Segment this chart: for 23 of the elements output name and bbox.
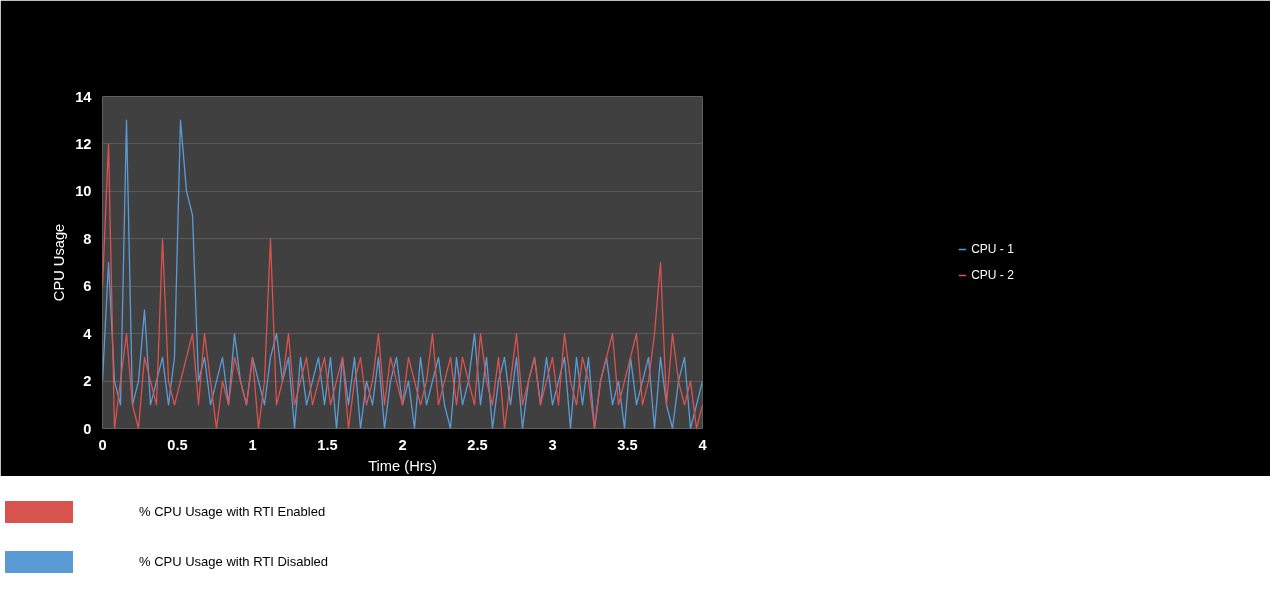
x-axis-title: Time (Hrs) xyxy=(368,457,437,474)
y-tick-label: 12 xyxy=(75,135,92,152)
y-axis-title: CPU Usage xyxy=(51,223,68,302)
x-tick-label: 1 xyxy=(248,436,257,453)
x-tick-label: 1.5 xyxy=(317,436,338,453)
x-tick-label: 2 xyxy=(398,436,407,453)
y-tick-label: 10 xyxy=(75,183,92,200)
y-tick-label: 14 xyxy=(75,88,93,105)
x-tick-label: 3.5 xyxy=(617,436,638,453)
x-tick-label: 3 xyxy=(548,436,557,453)
y-tick-label: 6 xyxy=(83,278,92,295)
x-tick-label: 0.5 xyxy=(167,436,188,453)
text: % CPU Usage with RTI Enabled xyxy=(139,502,326,521)
x-tick-label: 0 xyxy=(98,436,107,453)
legend-label: CPU - 1 xyxy=(971,242,1014,256)
y-tick-label: 2 xyxy=(83,373,92,390)
y-tick-label: 8 xyxy=(83,230,92,247)
text: % CPU Usage with RTI Disabled xyxy=(139,552,329,571)
x-tick-label: 2.5 xyxy=(467,436,488,453)
y-tick-label: 4 xyxy=(83,325,93,342)
x-tick-label: 4 xyxy=(698,436,708,453)
y-tick-label: 0 xyxy=(83,420,92,437)
legend-label: CPU - 2 xyxy=(971,268,1014,282)
